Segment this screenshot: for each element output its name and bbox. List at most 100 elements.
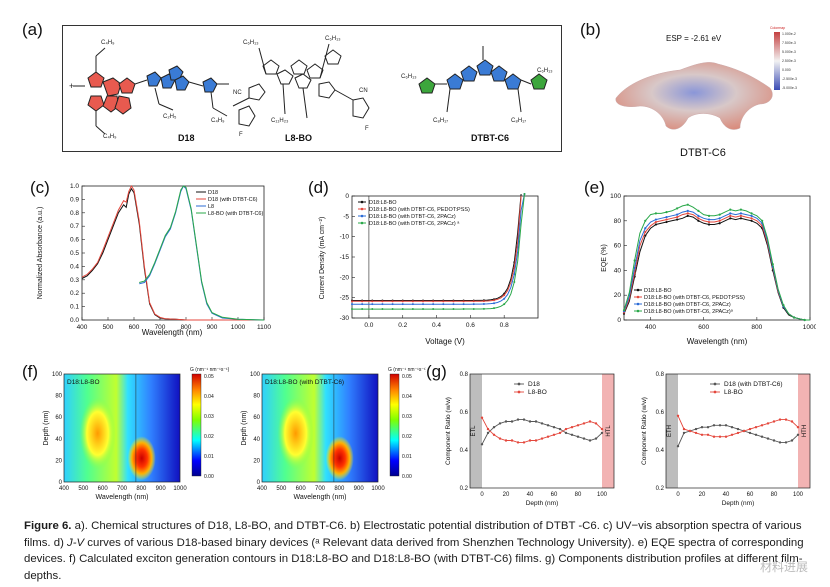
esp-tick-3: 2.500e-3: [782, 59, 796, 63]
series-marker: [452, 303, 455, 306]
colorbar-tick: 0.01: [204, 454, 214, 460]
series-marker: [665, 220, 668, 224]
series-marker: [422, 300, 425, 303]
colorbar-tick: 0.05: [204, 374, 214, 380]
y-tick-label: 100: [610, 193, 621, 200]
series-marker: [644, 234, 647, 237]
x-tick-label: 500: [78, 486, 89, 492]
x-axis-label: Wavelength (nm): [293, 494, 346, 501]
series-marker: [739, 217, 743, 220]
series-marker: [534, 439, 538, 442]
series-marker: [371, 308, 374, 311]
series-marker: [432, 303, 435, 306]
series-marker: [665, 218, 668, 221]
heatmap-1: 400 500 600 700 800 900 1000 0 20 40 60 80 100 Wavele…: [241, 367, 426, 501]
series-marker: [729, 214, 732, 217]
label-c2h5: C₂H₅: [163, 114, 177, 120]
series-marker: [552, 433, 556, 436]
esp-surface: ESP = -2.61 eV Colormap 1.000e-2 7.500e-…: [615, 26, 797, 159]
legend-entry: D18:L8-BO: [369, 200, 397, 206]
series-marker: [796, 433, 800, 436]
y-tick-label: 40: [253, 437, 260, 443]
heatmap-warm-region: [277, 397, 314, 470]
series-marker: [570, 426, 574, 429]
x-tick-label: 100: [597, 492, 608, 498]
series-marker: [600, 427, 604, 431]
series-marker: [480, 443, 484, 446]
colorbar-tick: 0.03: [402, 414, 412, 420]
x-tick-label: 800: [181, 324, 192, 331]
series-marker: [686, 209, 689, 212]
label-f-2: F: [365, 126, 369, 132]
x-tick-label: 600: [296, 486, 307, 492]
esp-tick-5: -2.500e-3: [782, 77, 797, 81]
series-marker: [739, 208, 743, 211]
series-marker: [633, 259, 636, 262]
series-marker: [498, 422, 502, 425]
series-marker: [730, 426, 734, 429]
legend-marker: [360, 200, 364, 204]
series-marker: [796, 426, 800, 429]
colorbar-tick: 0.02: [402, 434, 412, 440]
series-marker: [462, 300, 465, 303]
series-marker: [503, 294, 506, 297]
y-tick-label: -30: [340, 315, 350, 322]
series-marker: [739, 212, 743, 215]
legend-entry: D18:L8-BO (with DTBT-C6, 2PACz) ᵃ: [369, 221, 460, 227]
series-line-3: [139, 185, 265, 321]
x-tick-label: 0.4: [432, 322, 441, 329]
esp-molecule-surface: [615, 62, 773, 130]
series-marker: [422, 303, 425, 306]
y-tick-label: 0.8: [656, 372, 665, 378]
esp-tick-2: 5.000e-3: [782, 50, 796, 54]
legend-entry: L8: [208, 204, 214, 210]
x-tick-label: 1000: [803, 324, 816, 331]
x-tick-label: 0.0: [364, 322, 373, 329]
series-marker: [742, 429, 746, 433]
panel-label-e: (e): [584, 178, 605, 197]
series-marker: [707, 218, 711, 221]
x-tick-label: 600: [98, 486, 109, 492]
series-marker: [772, 439, 776, 442]
series-marker: [707, 220, 711, 224]
label-dtbt-c6: DTBT-C6: [471, 133, 509, 143]
x-tick-label: 400: [59, 486, 70, 492]
series-marker: [564, 427, 568, 431]
series-marker: [486, 427, 490, 431]
x-tick-label: 700: [315, 486, 326, 492]
esp-tick-1: 7.500e-3: [782, 41, 796, 45]
x-tick-label: 400: [645, 324, 656, 331]
series-marker: [766, 437, 770, 440]
x-tick-label: 1000: [371, 486, 385, 492]
y-tick-label: 0.8: [460, 372, 469, 378]
colorbar-tick: 0.02: [204, 434, 214, 440]
x-tick-label: 40: [527, 492, 534, 498]
x-axis-label: Voltage (V): [425, 337, 465, 346]
series-marker: [546, 424, 550, 427]
colorbar-tick: 0.04: [402, 394, 412, 400]
series-marker: [381, 303, 384, 306]
label-d18: D18: [178, 133, 195, 143]
legend-entry: D18:L8-BO (with DTBT-C6, PEDOT:PSS): [369, 207, 470, 213]
heatmap-colorbar: [389, 373, 400, 477]
colorbar-title: G (nm⁻¹ nm⁻¹s⁻¹): [190, 367, 230, 373]
series-marker: [361, 303, 364, 306]
label-c8h17-1: C₈H₁₇: [433, 118, 448, 124]
series-marker: [492, 426, 496, 429]
legend-marker: [636, 295, 640, 299]
series-marker: [486, 431, 490, 435]
series-marker: [676, 215, 679, 219]
series-marker: [706, 426, 710, 429]
series-marker: [718, 213, 721, 216]
panel-label-b: (b): [580, 20, 601, 39]
series-marker: [778, 441, 782, 444]
series-line-0: [352, 193, 522, 301]
y-tick-label: 0.6: [656, 410, 665, 416]
heatmap-0: 400 500 600 700 800 900 1000 0 20 40 60 80 100 Wavele…: [43, 367, 230, 501]
series-marker: [442, 300, 445, 303]
series-marker: [546, 435, 550, 438]
y-tick-label: 100: [250, 372, 261, 378]
series-marker: [644, 219, 647, 222]
panel-label-d: (d): [308, 178, 329, 197]
series-marker: [707, 214, 711, 217]
